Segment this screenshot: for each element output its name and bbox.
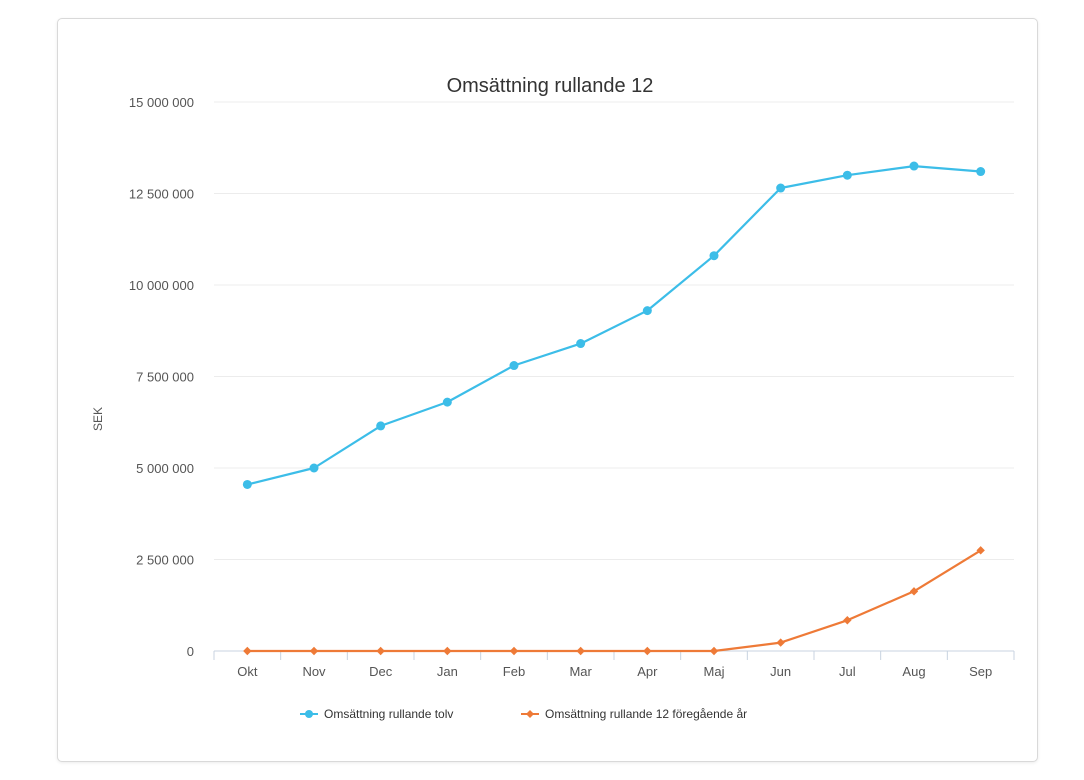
y-tick-label: 12 500 000: [129, 187, 194, 202]
data-point[interactable]: [909, 587, 919, 596]
x-tick-label: Dec: [369, 664, 393, 679]
x-tick-label: Aug: [902, 664, 925, 679]
legend-label: Omsättning rullande 12 föregående år: [545, 707, 747, 721]
data-point[interactable]: [242, 479, 252, 489]
data-point[interactable]: [509, 361, 519, 371]
x-tick-label: Okt: [237, 664, 258, 679]
data-point[interactable]: [376, 421, 386, 431]
y-tick-label: 7 500 000: [136, 370, 194, 385]
data-point[interactable]: [709, 251, 719, 261]
x-tick-label: Apr: [637, 664, 658, 679]
x-tick-label: Nov: [302, 664, 326, 679]
data-point[interactable]: [643, 646, 652, 656]
data-point[interactable]: [576, 646, 585, 656]
data-point[interactable]: [776, 183, 786, 193]
data-point[interactable]: [709, 646, 719, 656]
chart-card: [57, 18, 1038, 762]
data-point[interactable]: [376, 646, 385, 656]
data-point[interactable]: [842, 170, 852, 180]
x-tick-label: Jul: [839, 664, 856, 679]
x-tick-label: Maj: [704, 664, 725, 679]
x-tick-label: Mar: [569, 664, 592, 679]
series-line: [247, 549, 982, 653]
x-tick-label: Sep: [969, 664, 992, 679]
series-2: [243, 546, 985, 656]
legend[interactable]: Omsättning rullande tolv Omsättning rulla…: [300, 707, 747, 721]
x-tick-label: Jan: [437, 664, 458, 679]
y-tick-label: 0: [187, 644, 194, 659]
chart-title: Omsättning rullande 12: [447, 75, 654, 97]
y-tick-label: 10 000 000: [129, 278, 194, 293]
series-group: [242, 161, 986, 656]
data-point[interactable]: [843, 616, 852, 625]
y-tick-label: 2 500 000: [136, 553, 194, 568]
legend-label: Omsättning rullande tolv: [324, 707, 453, 721]
data-point[interactable]: [776, 638, 785, 647]
data-point[interactable]: [576, 339, 586, 349]
y-tick-labels: 0 2 500 000 5 000 000 7 500 000 10 000 000 12…: [129, 95, 194, 659]
data-point[interactable]: [909, 161, 919, 171]
x-tick-label: Feb: [503, 664, 525, 679]
data-point[interactable]: [309, 646, 319, 656]
legend-item-1[interactable]: Omsättning rullande tolv: [300, 707, 453, 721]
x-tick-label: Jun: [770, 664, 791, 679]
legend-item-2[interactable]: Omsättning rullande 12 föregående år: [521, 707, 747, 721]
data-point[interactable]: [976, 546, 985, 555]
data-point[interactable]: [442, 397, 452, 407]
data-point[interactable]: [443, 646, 452, 656]
x-axis: Okt Nov Dec Jan Feb Mar Apr Maj Jun Jul Aug Sep: [213, 650, 1015, 679]
y-tick-label: 15 000 000: [129, 95, 194, 110]
y-tick-label: 5 000 000: [136, 461, 194, 476]
series-1: [242, 161, 986, 489]
series-line: [247, 165, 981, 486]
data-point[interactable]: [309, 463, 319, 473]
data-point[interactable]: [509, 646, 519, 656]
data-point[interactable]: [243, 646, 252, 656]
data-point[interactable]: [642, 306, 652, 316]
grid-lines: [214, 101, 1014, 560]
legend-marker: [526, 710, 534, 718]
data-point[interactable]: [976, 167, 986, 177]
legend-marker: [305, 710, 313, 718]
y-axis-title: SEK: [91, 407, 105, 431]
